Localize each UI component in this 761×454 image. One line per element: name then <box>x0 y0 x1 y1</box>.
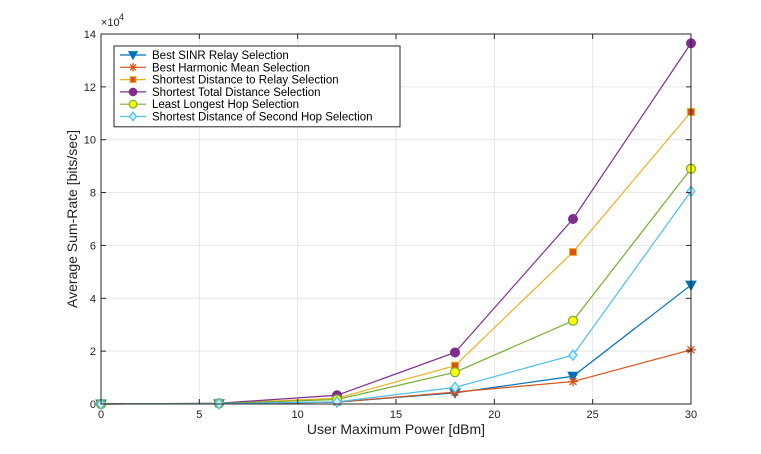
y-tick-label: 6 <box>90 240 96 252</box>
y-exponent-power: 4 <box>119 12 124 22</box>
marker-circle <box>568 214 578 224</box>
legend-label: Shortest Total Distance Selection <box>152 87 321 99</box>
x-axis-label: User Maximum Power [dBm] <box>307 421 485 437</box>
x-tick-label: 0 <box>98 409 104 421</box>
y-tick-label: 2 <box>90 346 96 358</box>
marker-asterisk <box>568 376 578 387</box>
axis-ticks: 0 5 10 15 20 25 30 0 2 4 6 8 10 12 14 <box>84 29 697 421</box>
y-tick-label: 10 <box>84 135 96 147</box>
legend-label: Best Harmonic Mean Selection <box>152 62 310 74</box>
y-tick-label: 14 <box>84 29 96 41</box>
legend-label: Best SINR Relay Selection <box>152 50 289 62</box>
y-axis-label: Average Sum-Rate [bits/sec] <box>64 130 80 308</box>
x-tick-label: 10 <box>292 409 304 421</box>
x-tick-label: 30 <box>685 409 697 421</box>
marker-square <box>569 248 577 257</box>
legend-entry: Shortest Distance to Relay Selection <box>120 75 339 87</box>
marker-diamond <box>450 381 460 394</box>
legend-entry: Shortest Total Distance Selection <box>120 87 321 99</box>
legend-label: Least Longest Hop Selection <box>152 99 299 111</box>
y-tick-label: 0 <box>90 399 96 411</box>
legend-entry: Shortest Distance of Second Hop Selectio… <box>120 111 373 124</box>
marker-diamond <box>128 111 138 122</box>
legend-label: Shortest Distance to Relay Selection <box>152 75 339 87</box>
y-tick-label: 8 <box>90 188 96 200</box>
x-tick-label: 20 <box>488 409 500 421</box>
marker-circle <box>128 99 138 109</box>
marker-diamond <box>568 349 578 362</box>
legend-label: Shortest Distance of Second Hop Selectio… <box>152 112 373 124</box>
marker-square <box>129 76 137 84</box>
y-exponent-base: ×10 <box>101 17 120 29</box>
legend-entry: Least Longest Hop Selection <box>120 99 299 111</box>
x-tick-label: 25 <box>587 409 599 421</box>
legend-entry: Best SINR Relay Selection <box>120 50 289 62</box>
legend-entry: Best Harmonic Mean Selection <box>120 62 310 74</box>
marker-triangle <box>127 51 139 61</box>
marker-circle <box>449 367 461 378</box>
x-tick-label: 5 <box>196 409 202 421</box>
marker-circle <box>128 87 138 97</box>
y-tick-label: 12 <box>84 82 96 94</box>
marker-diamond <box>332 395 342 408</box>
marker-circle <box>450 347 460 358</box>
marker-circle <box>567 315 579 326</box>
y-tick-label: 4 <box>90 293 96 305</box>
marker-asterisk <box>128 63 138 72</box>
legend-box <box>113 45 401 128</box>
x-tick-label: 15 <box>390 409 402 421</box>
